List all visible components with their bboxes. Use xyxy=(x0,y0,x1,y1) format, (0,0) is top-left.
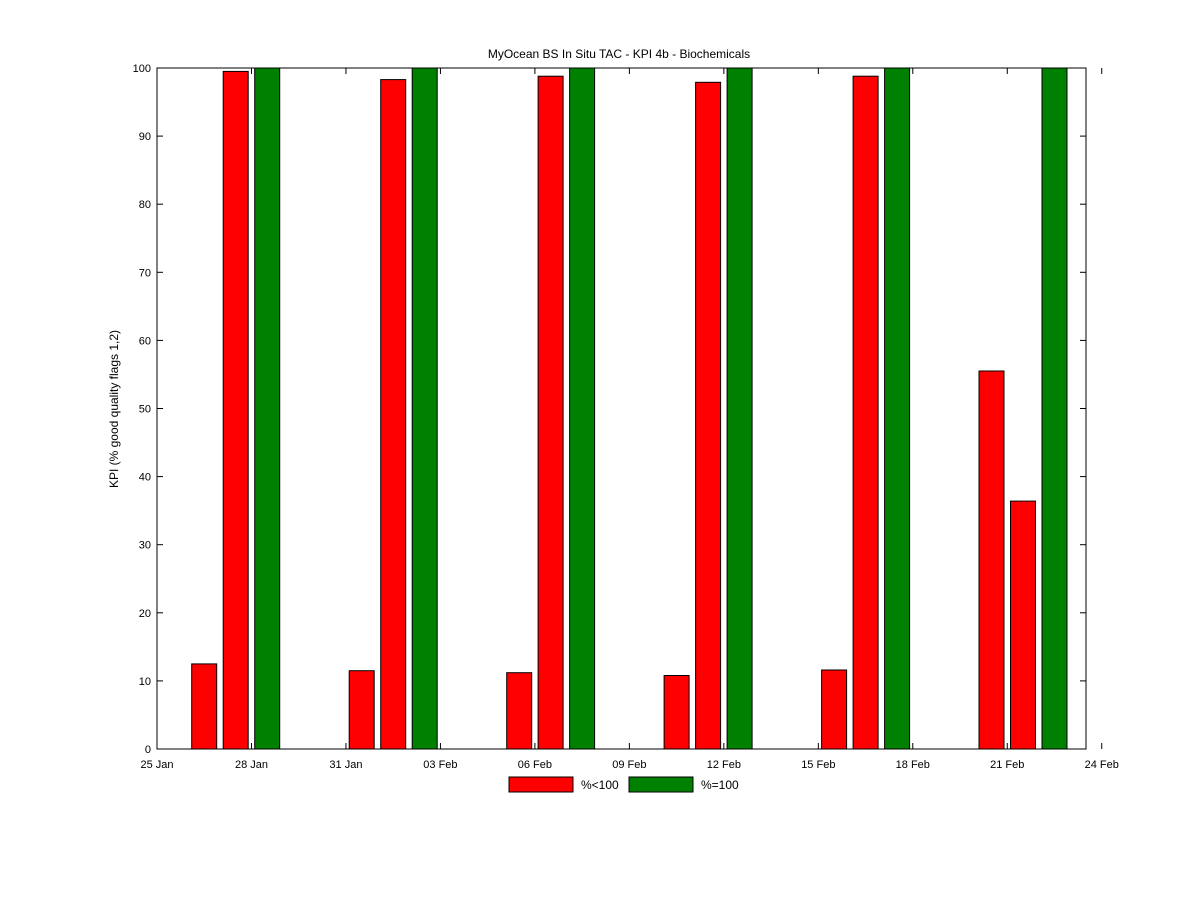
bar-lt100-6 xyxy=(506,672,533,750)
bar-lt100-9 xyxy=(663,675,690,750)
y-tick-label-60: 60 xyxy=(139,335,151,347)
legend-swatch-0 xyxy=(508,776,574,793)
y-tick-label-100: 100 xyxy=(133,63,151,75)
x-tick-label-1: 28 Jan xyxy=(235,759,268,771)
x-tick-label-8: 18 Feb xyxy=(896,759,930,771)
bar-lt100-0 xyxy=(191,663,218,750)
bar-lt100-3 xyxy=(348,670,375,750)
bar-lt100-10 xyxy=(695,81,722,750)
bar-lt100-13 xyxy=(852,75,879,750)
y-tick-label-30: 30 xyxy=(139,540,151,552)
y-tick-label-10: 10 xyxy=(139,676,151,688)
y-tick-label-90: 90 xyxy=(139,131,151,143)
y-tick-label-40: 40 xyxy=(139,472,151,484)
bar-eq100-8 xyxy=(569,67,596,750)
bar-lt100-1 xyxy=(222,70,249,750)
legend-swatch-1 xyxy=(628,776,694,793)
legend: %<100 %=100 xyxy=(508,776,739,793)
y-tick-label-80: 80 xyxy=(139,199,151,211)
y-tick-label-0: 0 xyxy=(145,744,151,756)
legend-label-0: %<100 xyxy=(581,778,619,792)
x-tick-label-0: 25 Jan xyxy=(140,759,173,771)
bar-lt100-7 xyxy=(537,75,564,750)
chart-title: MyOcean BS In Situ TAC - KPI 4b - Bioche… xyxy=(488,47,750,61)
x-tick-label-2: 31 Jan xyxy=(329,759,362,771)
x-tick-label-7: 15 Feb xyxy=(801,759,835,771)
legend-label-1: %=100 xyxy=(701,778,739,792)
x-tick-label-10: 24 Feb xyxy=(1085,759,1119,771)
y-axis-label: KPI (% good quality flags 1,2) xyxy=(107,330,121,488)
x-tick-label-4: 06 Feb xyxy=(518,759,552,771)
y-tick-label-70: 70 xyxy=(139,267,151,279)
x-tick-label-9: 21 Feb xyxy=(990,759,1024,771)
x-tick-label-5: 09 Feb xyxy=(612,759,646,771)
bars-layer xyxy=(191,67,1068,750)
bar-eq100-5 xyxy=(411,67,438,750)
bar-lt100-4 xyxy=(380,79,407,750)
bar-eq100-2 xyxy=(254,67,281,750)
bar-eq100-11 xyxy=(726,67,753,750)
x-tick-label-3: 03 Feb xyxy=(423,759,457,771)
y-tick-label-20: 20 xyxy=(139,608,151,620)
bar-lt100-12 xyxy=(821,669,848,750)
bar-eq100-17 xyxy=(1041,67,1068,750)
y-tick-label-50: 50 xyxy=(139,404,151,416)
axes-layer: 0 10 20 30 40 50 60 70 80 90 100 25 Jan 28 Jan 31 Jan… xyxy=(133,63,1119,771)
bar-lt100-16 xyxy=(1010,500,1036,750)
bar-eq100-14 xyxy=(884,67,911,750)
x-tick-label-6: 12 Feb xyxy=(707,759,741,771)
bar-lt100-15 xyxy=(978,370,1005,750)
